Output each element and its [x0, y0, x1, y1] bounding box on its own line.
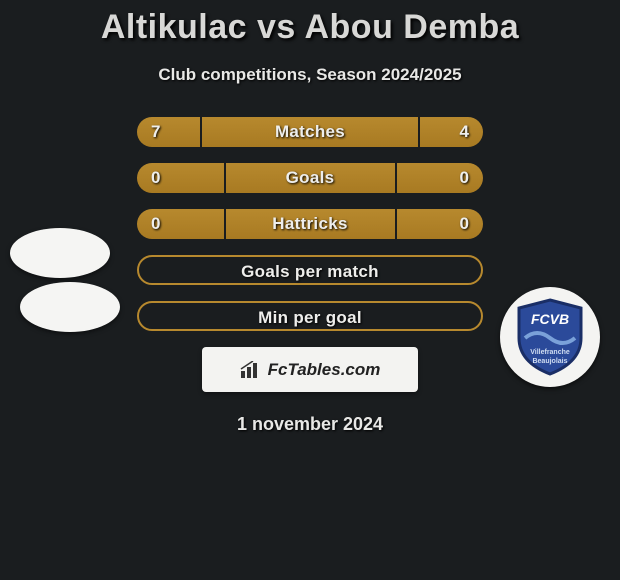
- date-label: 1 november 2024: [0, 414, 620, 435]
- stat-row: Goals per match: [137, 255, 483, 285]
- player-badge-left-1: [10, 228, 110, 278]
- subtitle: Club competitions, Season 2024/2025: [0, 65, 620, 85]
- shield-text-b1: Villefranche: [530, 349, 570, 356]
- stat-row: 0 Hattricks 0: [137, 209, 483, 239]
- shield-text-b2: Beaujolais: [532, 358, 567, 365]
- stat-label: Hattricks: [272, 209, 347, 239]
- bar-divider-right: [395, 163, 397, 193]
- stat-row: 0 Goals 0: [137, 163, 483, 193]
- stat-value-left: 7: [151, 117, 160, 147]
- bar-divider-right: [395, 209, 397, 239]
- shield-text-top: FCVB: [531, 311, 569, 327]
- stat-value-left: 0: [151, 209, 160, 239]
- comparison-rows: 7 Matches 4 0 Goals 0 0 Hattricks 0 Goals per mat…: [137, 117, 483, 331]
- bar-divider-left: [200, 117, 202, 147]
- watermark-text: FcTables.com: [268, 360, 381, 380]
- bar-chart-icon: [240, 361, 262, 379]
- player-badge-left-2: [20, 282, 120, 332]
- stat-value-right: 0: [460, 209, 469, 239]
- stat-row: Min per goal: [137, 301, 483, 331]
- stat-label: Min per goal: [258, 303, 362, 333]
- stat-label: Goals: [286, 163, 335, 193]
- stat-label: Goals per match: [241, 257, 379, 287]
- stat-label: Matches: [275, 117, 345, 147]
- bar-divider-left: [224, 163, 226, 193]
- stat-value-left: 0: [151, 163, 160, 193]
- comparison-card: Altikulac vs Abou Demba Club competition…: [0, 0, 620, 435]
- page-title: Altikulac vs Abou Demba: [0, 8, 620, 47]
- bar-divider-right: [418, 117, 420, 147]
- club-shield-icon: FCVB Villefranche Beaujolais: [515, 298, 585, 376]
- club-badge-right: FCVB Villefranche Beaujolais: [500, 287, 600, 387]
- comparison-area: FCVB Villefranche Beaujolais 7 Matches 4 0 G…: [0, 117, 620, 435]
- stat-value-right: 4: [460, 117, 469, 147]
- stat-value-right: 0: [460, 163, 469, 193]
- watermark[interactable]: FcTables.com: [202, 347, 418, 392]
- stat-row: 7 Matches 4: [137, 117, 483, 147]
- bar-divider-left: [224, 209, 226, 239]
